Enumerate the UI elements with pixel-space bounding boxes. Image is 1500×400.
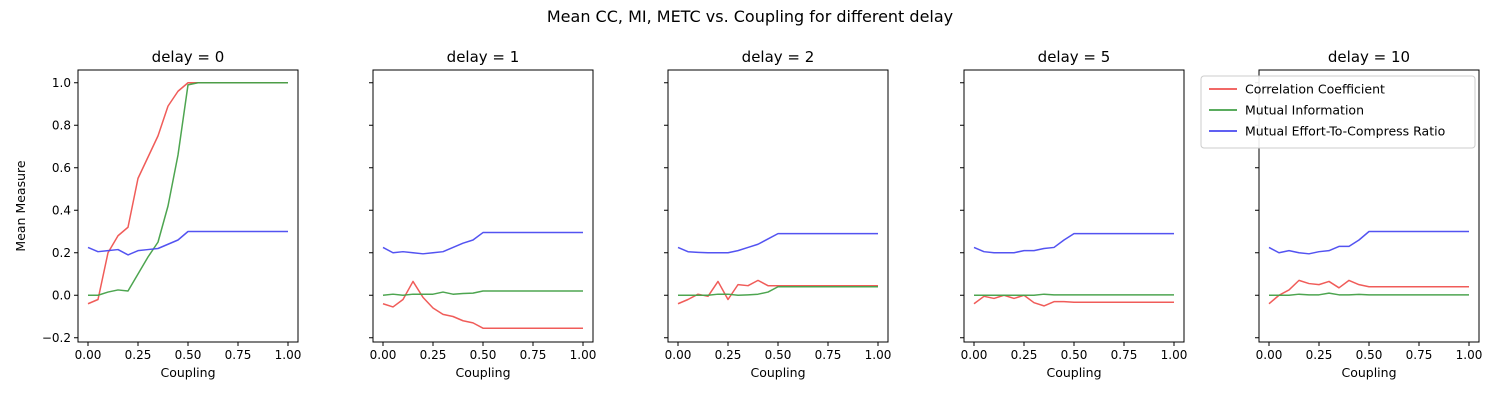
series-line-0 xyxy=(1268,279,1469,305)
series-line-1 xyxy=(88,82,288,296)
series-line-0 xyxy=(382,280,583,329)
x-axis-label: Coupling xyxy=(1046,365,1101,380)
x-tick-label: 1.00 xyxy=(275,348,302,362)
x-tick-label: 0.25 xyxy=(125,348,152,362)
x-tick-label: 0.00 xyxy=(1256,348,1283,362)
panel-title: delay = 2 xyxy=(742,48,815,66)
y-tick-label: 0.8 xyxy=(52,118,71,132)
x-tick-label: 0.75 xyxy=(1406,348,1433,362)
y-tick-label: 0.0 xyxy=(52,288,71,302)
x-tick-label: 0.75 xyxy=(815,348,842,362)
series-line-0 xyxy=(677,279,878,305)
plot-frame xyxy=(963,69,1185,343)
series-line-0 xyxy=(87,82,288,305)
panel-title: delay = 10 xyxy=(1328,48,1410,66)
series-line-2 xyxy=(1268,230,1469,255)
x-axis-label: Coupling xyxy=(1341,365,1396,380)
x-tick-label: 0.00 xyxy=(665,348,692,362)
plot-frame xyxy=(667,69,889,343)
series-line-2 xyxy=(87,230,288,256)
panel-title: delay = 5 xyxy=(1038,48,1111,66)
panel-3: delay = 5 0.00 0.25 0.50 0.75 1.00 Coupling xyxy=(960,48,1187,380)
x-tick-label: 1.00 xyxy=(865,348,892,362)
y-tick-label: 0.6 xyxy=(52,161,71,175)
y-axis-label: Mean Measure xyxy=(13,160,28,251)
series-lines xyxy=(1268,230,1469,305)
x-tick-label: 0.25 xyxy=(420,348,447,362)
x-tick-label: 0.50 xyxy=(1061,348,1088,362)
plot-frame xyxy=(372,69,594,343)
legend-box xyxy=(1200,75,1476,149)
legend-entry-2: Mutual Effort-To-Compress Ratio xyxy=(1245,124,1445,139)
x-tick-label: 1.00 xyxy=(1456,348,1483,362)
panel-2: delay = 2 0.00 0.25 0.50 0.75 1.00 Coupling xyxy=(664,48,891,380)
x-tick-label: 0.50 xyxy=(470,348,497,362)
panel-4: delay = 10 0.00 0.25 0.50 0.75 1.00 Coupling xyxy=(1255,48,1482,380)
figure-title: Mean CC, MI, METC vs. Coupling for diffe… xyxy=(547,7,953,26)
legend: Correlation Coefficient Mutual Informatio… xyxy=(1200,75,1476,149)
x-tick-label: 0.75 xyxy=(520,348,547,362)
legend-entry-1: Mutual Information xyxy=(1245,103,1364,118)
y-tick-label: −0.2 xyxy=(42,331,71,345)
x-axis-label: Coupling xyxy=(455,365,510,380)
x-tick-label: 0.25 xyxy=(1011,348,1038,362)
panel-1: delay = 1 0.00 0.25 0.50 0.75 1.00 Coupling xyxy=(369,48,596,380)
x-axis-label: Coupling xyxy=(160,365,215,380)
panels: delay = 0 0.00 0.25 0.50 0.75 1.00 −0.2 0.0 0.2 0… xyxy=(13,48,1482,380)
x-tick-label: 0.00 xyxy=(961,348,988,362)
panel-title: delay = 1 xyxy=(447,48,520,66)
series-line-1 xyxy=(382,290,583,296)
x-axis-label: Coupling xyxy=(750,365,805,380)
series-line-2 xyxy=(677,232,878,254)
x-tick-label: 0.00 xyxy=(75,348,102,362)
series-line-1 xyxy=(678,286,878,296)
y-tick-label: 1.0 xyxy=(52,76,71,90)
x-tick-label: 1.00 xyxy=(1161,348,1188,362)
legend-entry-0: Correlation Coefficient xyxy=(1245,82,1385,97)
series-line-2 xyxy=(382,231,583,255)
panel-title: delay = 0 xyxy=(152,48,225,66)
series-lines xyxy=(973,232,1174,307)
series-line-1 xyxy=(1269,292,1469,296)
x-tick-label: 0.50 xyxy=(1356,348,1383,362)
x-tick-label: 0.75 xyxy=(225,348,252,362)
series-line-1 xyxy=(974,293,1174,296)
series-lines xyxy=(677,232,878,305)
x-tick-label: 1.00 xyxy=(570,348,597,362)
series-line-0 xyxy=(973,294,1174,307)
series-line-2 xyxy=(973,232,1174,254)
x-tick-label: 0.25 xyxy=(715,348,742,362)
plot-frame xyxy=(77,69,299,343)
y-tick-label: 0.2 xyxy=(52,246,71,260)
x-tick-label: 0.75 xyxy=(1111,348,1138,362)
panel-0: delay = 0 0.00 0.25 0.50 0.75 1.00 −0.2 0.0 0.2 0… xyxy=(13,48,301,380)
x-tick-label: 0.25 xyxy=(1306,348,1333,362)
series-lines xyxy=(382,231,583,329)
x-tick-label: 0.00 xyxy=(370,348,397,362)
series-lines xyxy=(87,82,288,305)
y-tick-label: 0.4 xyxy=(52,203,71,217)
x-tick-label: 0.50 xyxy=(175,348,202,362)
x-tick-label: 0.50 xyxy=(765,348,792,362)
